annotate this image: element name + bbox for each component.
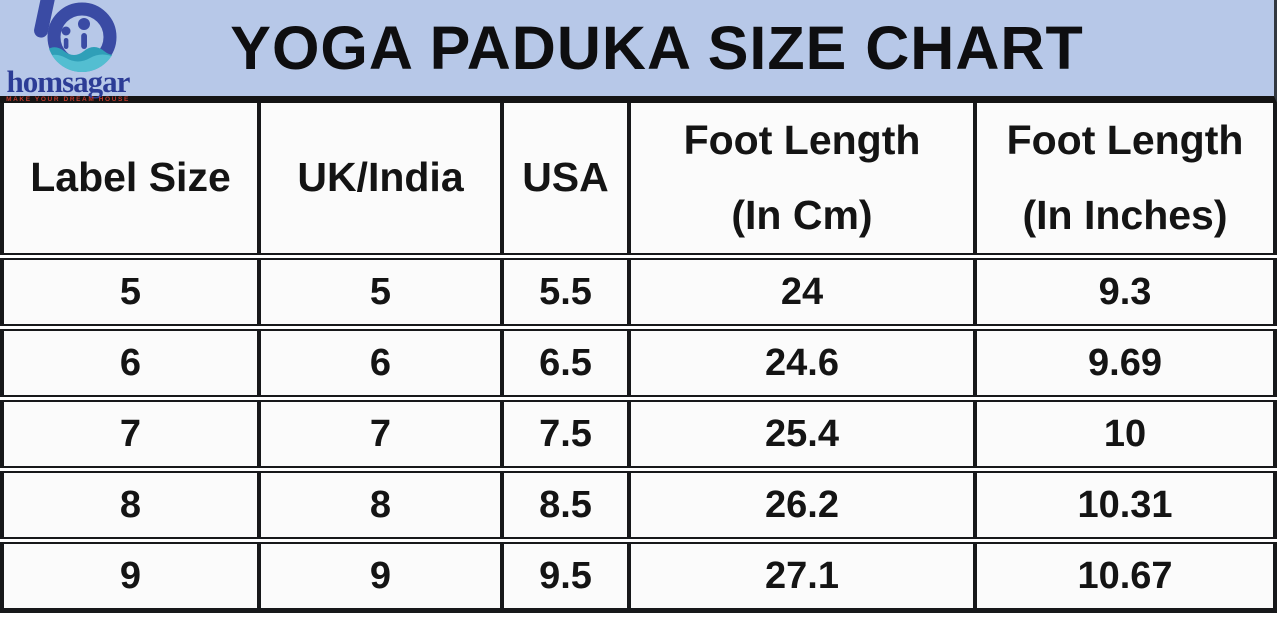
logo-tagline-text: MAKE YOUR DREAM HOUSE xyxy=(6,96,130,103)
col-header-usa: USA xyxy=(500,103,631,259)
col-header-label-size: Label Size xyxy=(0,103,261,259)
table-cell: 26.2 xyxy=(627,466,977,543)
table-row: 7 7 7.5 25.4 10 xyxy=(0,395,1277,472)
header-line2: (In Inches) xyxy=(1022,192,1228,238)
table-cell: 6 xyxy=(257,324,504,401)
table-cell: 25.4 xyxy=(627,395,977,472)
header-line1: Foot Length xyxy=(683,116,921,163)
table-row: 6 6 6.5 24.6 9.69 xyxy=(0,324,1277,401)
table-cell: 7.5 xyxy=(500,395,631,472)
logo-brand-text: homsagar xyxy=(7,64,131,99)
table-cell: 8.5 xyxy=(500,466,631,543)
table-row: 5 5 5.5 24 9.3 xyxy=(0,253,1277,330)
table-cell: 9.3 xyxy=(973,253,1277,330)
table-cell: 27.1 xyxy=(627,537,977,613)
col-header-foot-length-cm: Foot Length (In Cm) xyxy=(627,103,977,259)
homsagar-logo: homsagar MAKE YOUR DREAM HOUSE xyxy=(2,0,162,104)
table-cell: 5 xyxy=(0,253,261,330)
table-row: 9 9 9.5 27.1 10.67 xyxy=(0,537,1277,613)
table-cell: 6 xyxy=(0,324,261,401)
title-band: YOGA PADUKA SIZE CHART xyxy=(0,0,1277,103)
col-header-uk-india: UK/India xyxy=(257,103,504,259)
page-title: YOGA PADUKA SIZE CHART xyxy=(230,14,1084,82)
header-line1: Foot Length xyxy=(1006,116,1244,163)
table-cell: 10 xyxy=(973,395,1277,472)
col-header-foot-length-inches: Foot Length (In Inches) xyxy=(973,103,1277,259)
size-chart-table: Label Size UK/India USA Foot Length (In … xyxy=(0,103,1277,613)
table-cell: 24.6 xyxy=(627,324,977,401)
header-line1: UK/India xyxy=(297,154,464,201)
table-cell: 10.31 xyxy=(973,466,1277,543)
header-line2: (In Cm) xyxy=(731,192,873,238)
table-cell: 7 xyxy=(257,395,504,472)
table-cell: 9.69 xyxy=(973,324,1277,401)
table-cell: 9 xyxy=(0,537,261,613)
homsagar-logo-icon: homsagar MAKE YOUR DREAM HOUSE xyxy=(6,0,132,103)
table-row: 8 8 8.5 26.2 10.31 xyxy=(0,466,1277,543)
table-cell: 7 xyxy=(0,395,261,472)
table-cell: 8 xyxy=(257,466,504,543)
table-cell: 10.67 xyxy=(973,537,1277,613)
header-row: Label Size UK/India USA Foot Length (In … xyxy=(0,103,1277,259)
header-line1: Label Size xyxy=(30,154,231,201)
table-cell: 24 xyxy=(627,253,977,330)
table-cell: 5.5 xyxy=(500,253,631,330)
table-cell: 9 xyxy=(257,537,504,613)
table-cell: 8 xyxy=(0,466,261,543)
header-line1: USA xyxy=(522,154,609,201)
table-cell: 9.5 xyxy=(500,537,631,613)
table-cell: 6.5 xyxy=(500,324,631,401)
table-cell: 5 xyxy=(257,253,504,330)
